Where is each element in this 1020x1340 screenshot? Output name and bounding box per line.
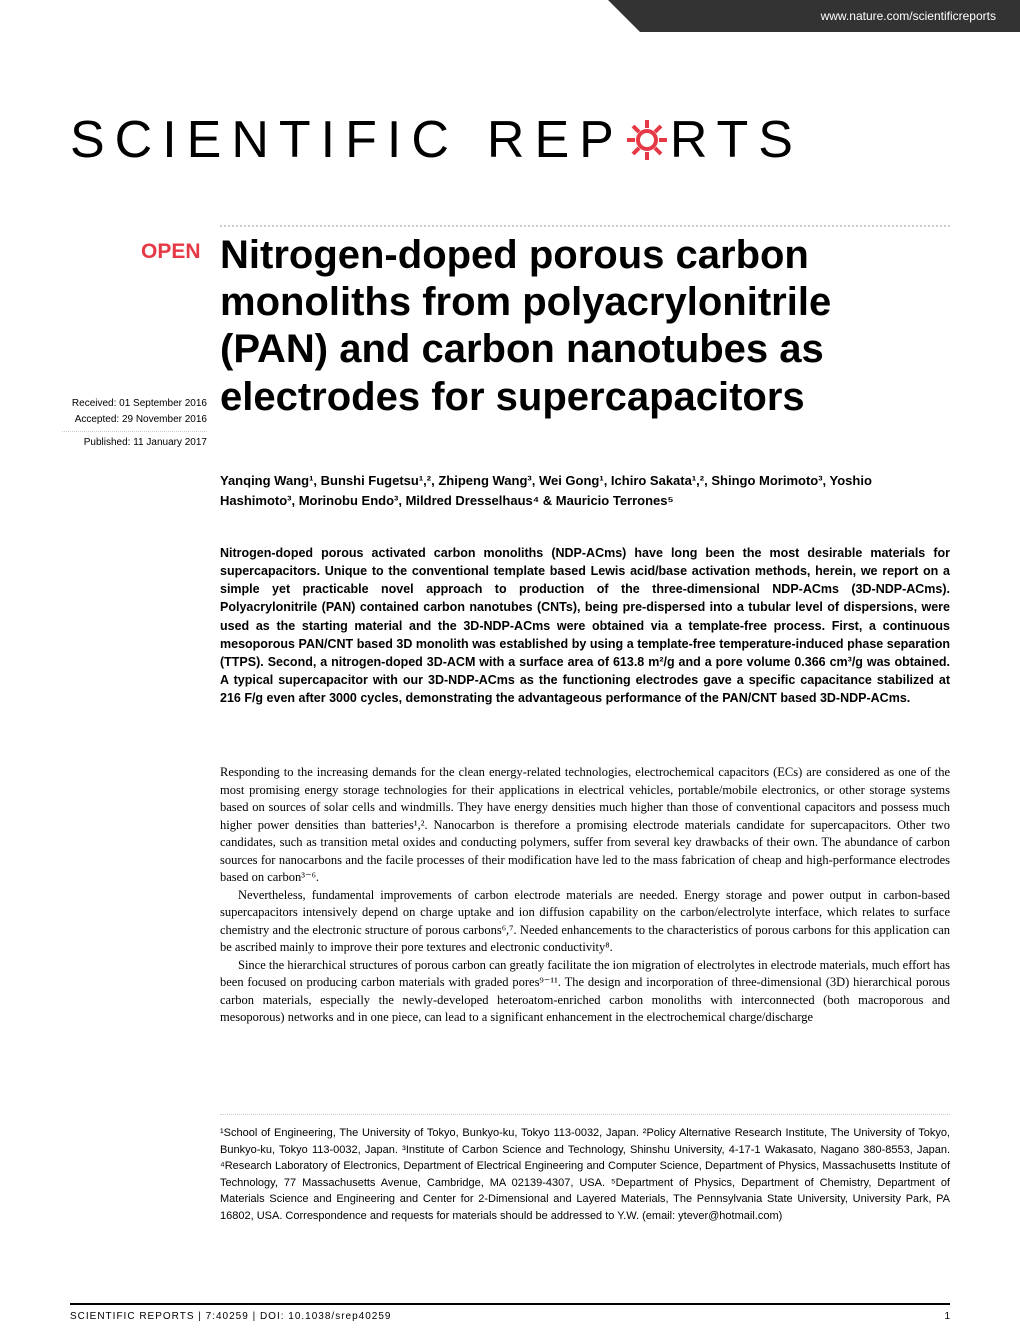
body-text: Responding to the increasing demands for…	[220, 764, 950, 1027]
footer-citation: SCIENTIFIC REPORTS | 7:40259 | DOI: 10.1…	[70, 1311, 391, 1322]
article-title: Nitrogen-doped porous carbon monoliths f…	[220, 232, 950, 421]
page-footer: SCIENTIFIC REPORTS | 7:40259 | DOI: 10.1…	[70, 1303, 950, 1322]
dotted-divider	[220, 225, 950, 227]
header-triangle	[608, 0, 640, 32]
open-access-badge: OPEN	[141, 240, 201, 264]
paragraph-1: Responding to the increasing demands for…	[220, 764, 950, 887]
article-meta: Received: 01 September 2016 Accepted: 29…	[62, 396, 207, 451]
published-date: Published: 11 January 2017	[62, 435, 207, 451]
header-bar: www.nature.com/scientificreports	[640, 0, 1020, 32]
header-url: www.nature.com/scientificreports	[821, 9, 996, 23]
paragraph-2: Nevertheless, fundamental improvements o…	[220, 887, 950, 957]
meta-divider	[62, 431, 207, 432]
abstract: Nitrogen-doped porous activated carbon m…	[220, 544, 950, 707]
author-list: Yanqing Wang¹, Bunshi Fugetsu¹,², Zhipen…	[220, 471, 950, 510]
logo-text-before: SCIENTIFIC	[70, 110, 459, 170]
affiliations: ¹School of Engineering, The University o…	[220, 1114, 950, 1224]
journal-logo: SCIENTIFIC REP RTS	[70, 110, 803, 170]
footer-page-number: 1	[944, 1311, 950, 1322]
gear-icon	[622, 115, 672, 165]
received-date: Received: 01 September 2016	[62, 396, 207, 412]
accepted-date: Accepted: 29 November 2016	[62, 412, 207, 428]
logo-text-rts: RTS	[670, 110, 803, 170]
logo-text-rep: REP	[487, 110, 624, 170]
paragraph-3: Since the hierarchical structures of por…	[220, 957, 950, 1027]
